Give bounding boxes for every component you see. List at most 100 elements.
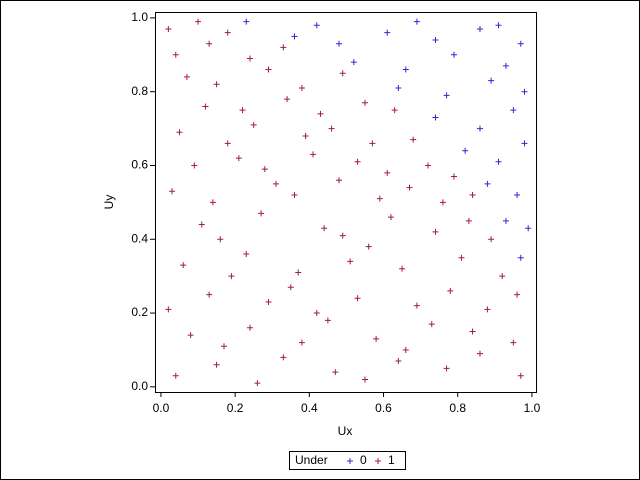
point <box>402 346 409 353</box>
point <box>432 114 439 121</box>
legend-marker <box>347 458 353 464</box>
y-tick-label: 0.6 <box>131 158 148 172</box>
point <box>310 151 317 158</box>
point <box>469 328 476 335</box>
point <box>298 85 305 91</box>
point <box>458 254 465 261</box>
point <box>451 173 458 180</box>
point <box>495 22 502 29</box>
point <box>517 254 524 261</box>
point <box>213 81 220 88</box>
point <box>510 339 517 346</box>
point <box>183 73 190 80</box>
point <box>172 372 179 379</box>
point <box>425 162 432 169</box>
point <box>495 158 502 165</box>
point <box>224 29 231 36</box>
point <box>191 162 198 169</box>
point <box>361 376 368 383</box>
point <box>261 166 268 173</box>
legend-box <box>289 451 406 470</box>
point <box>265 298 272 305</box>
point <box>361 99 368 106</box>
point <box>365 243 372 250</box>
point <box>165 25 172 32</box>
point <box>169 188 176 195</box>
point <box>428 321 435 328</box>
point <box>213 361 220 368</box>
point <box>399 265 406 272</box>
point <box>488 77 495 84</box>
point <box>246 324 253 331</box>
point <box>376 195 383 202</box>
point <box>321 225 328 232</box>
point <box>439 199 446 206</box>
point <box>258 210 265 217</box>
point <box>502 62 509 69</box>
point <box>443 92 450 99</box>
y-tick-label: 0.4 <box>131 231 148 245</box>
x-tick-label: 0.2 <box>227 401 244 415</box>
point <box>332 369 339 376</box>
point <box>272 180 279 187</box>
point <box>302 132 309 139</box>
legend-marker <box>375 458 381 464</box>
legend-label: 0 <box>360 453 367 467</box>
y-tick-label: 1.0 <box>131 10 148 24</box>
point <box>291 191 298 198</box>
point <box>246 55 253 62</box>
point <box>336 40 343 47</box>
point <box>447 287 454 294</box>
point <box>391 107 398 114</box>
point <box>369 140 376 147</box>
x-tick-label: 0.4 <box>301 401 318 415</box>
point <box>202 103 209 110</box>
point <box>521 88 528 95</box>
legend-label: 1 <box>388 453 395 467</box>
point <box>395 358 402 365</box>
point <box>443 365 450 372</box>
point <box>517 372 524 379</box>
point <box>313 310 320 317</box>
x-tick-label: 1.0 <box>524 401 541 415</box>
point <box>172 51 179 58</box>
x-axis-label: Ux <box>338 424 353 438</box>
point <box>502 217 509 224</box>
point <box>206 291 213 298</box>
point <box>187 332 194 339</box>
point <box>462 147 469 154</box>
point <box>451 51 458 58</box>
point <box>254 380 261 387</box>
y-tick-label: 0.0 <box>131 379 148 393</box>
point <box>339 232 346 239</box>
point <box>484 306 491 313</box>
point <box>195 18 202 25</box>
point <box>235 155 242 162</box>
point <box>395 85 402 91</box>
point <box>373 335 380 342</box>
point <box>514 291 521 298</box>
point <box>406 184 413 191</box>
y-tick-label: 0.2 <box>131 305 148 319</box>
legend-title: Under <box>295 453 328 467</box>
x-tick-label: 0.6 <box>375 401 392 415</box>
point <box>324 317 331 324</box>
point <box>287 284 294 291</box>
y-axis-label: Uy <box>102 195 116 210</box>
point <box>476 125 483 132</box>
point <box>228 273 235 280</box>
point <box>488 236 495 243</box>
point <box>525 225 532 232</box>
point <box>239 107 246 114</box>
point <box>209 199 216 206</box>
point <box>328 125 335 132</box>
point <box>317 110 324 117</box>
point <box>354 158 361 165</box>
point <box>521 140 528 147</box>
plot-area <box>155 12 537 393</box>
point <box>469 191 476 198</box>
x-tick-label: 0.0 <box>153 401 170 415</box>
point <box>350 59 357 66</box>
point <box>465 217 472 224</box>
